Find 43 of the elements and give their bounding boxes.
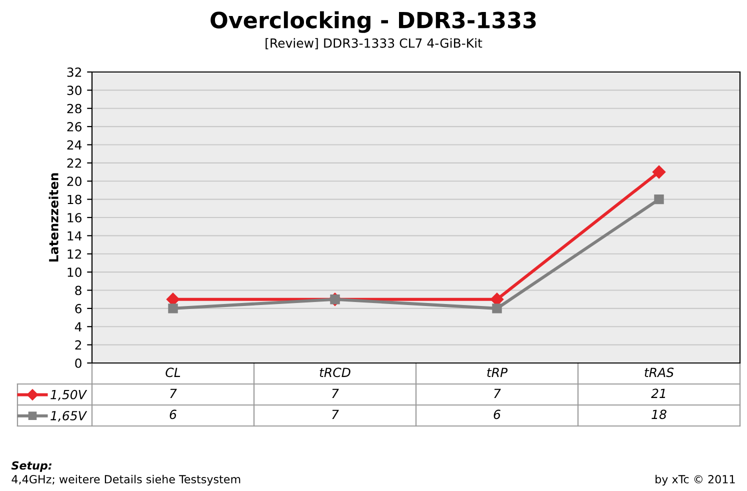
chart-title: Overclocking - DDR3-1333 (210, 11, 536, 33)
data-label: 6 (170, 410, 176, 420)
point (654, 194, 664, 204)
point (490, 292, 504, 306)
legend-label: 1,50V (50, 390, 88, 401)
data-label: 18 (652, 410, 666, 420)
y-tick-label: 4 (74, 322, 82, 332)
point (652, 165, 666, 179)
legend-label: 1,65V (50, 410, 88, 422)
y-tick-label: 6 (75, 304, 82, 314)
point (166, 292, 180, 306)
chart-subtitle: [Review] DDR3-1333 CL7 4-GiB-Kit (266, 38, 482, 50)
data-label: 21 (651, 388, 666, 398)
y-tick-label: 24 (67, 140, 82, 150)
y-tick-label: 12 (68, 249, 82, 259)
text: 4,4GHz; weitere Details siehe Testsystem (12, 474, 240, 486)
data-label: 6 (494, 410, 500, 420)
y-axis-title: Latenzzeiten (48, 173, 58, 262)
text: by xTc © 2011 (656, 474, 735, 486)
y-tick-label: 10 (68, 268, 82, 277)
data-label: 7 (332, 410, 339, 419)
data-label: 7 (170, 388, 177, 398)
x-tick-label: tRAS (644, 368, 674, 378)
data-label: 7 (494, 388, 501, 398)
x-tick-label: tRCD (320, 368, 350, 378)
y-tick-label: 14 (68, 231, 82, 240)
y-tick-label: 22 (67, 158, 82, 168)
point (492, 304, 502, 314)
y-tick-label: 2 (75, 340, 82, 350)
x-tick-label: CL (166, 368, 180, 378)
data-label: 7 (332, 388, 339, 398)
point (168, 304, 178, 314)
y-tick-label: 18 (68, 194, 82, 204)
y-tick-label: 20 (67, 176, 82, 186)
x-tick-label: tRP (487, 368, 508, 377)
y-tick-label: 0 (75, 358, 82, 368)
y-tick-label: 28 (67, 104, 82, 114)
text: Setup: (11, 461, 52, 472)
y-tick-label: 16 (68, 212, 82, 222)
y-tick-label: 30 (67, 86, 82, 96)
y-tick-label: 8 (75, 286, 82, 296)
y-tick-label: 26 (67, 122, 82, 132)
y-tick-label: 32 (67, 67, 82, 77)
